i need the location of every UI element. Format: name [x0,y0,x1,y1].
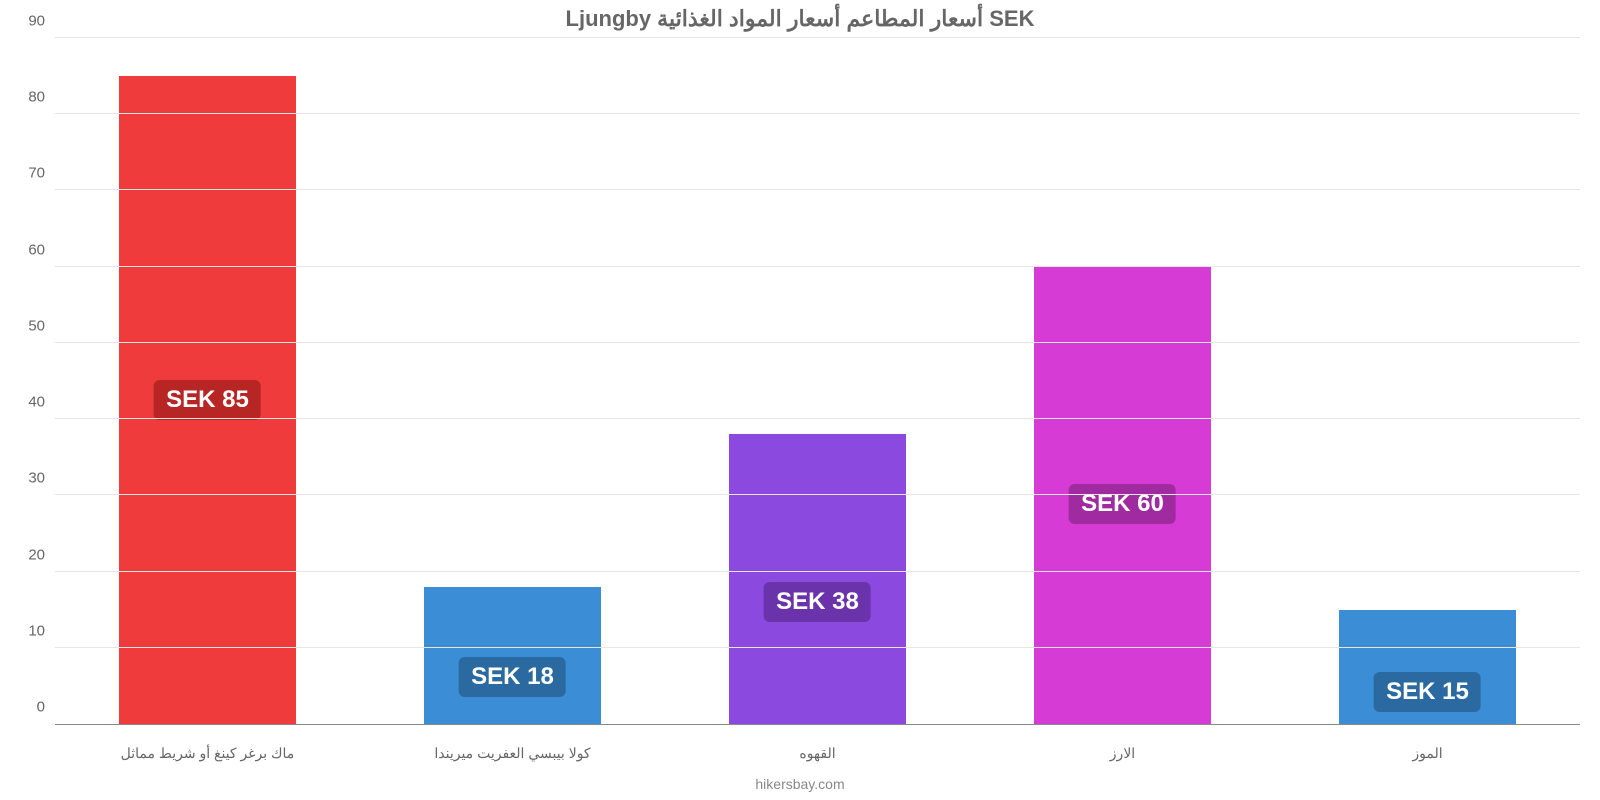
bars-container: SEK 85 SEK 18 SEK 38 SEK 60 SEK 15 [55,38,1580,724]
grid-line [55,494,1580,495]
grid-line [55,189,1580,190]
grid-line [55,571,1580,572]
bar: SEK 15 [1339,610,1516,724]
x-axis-label: الموز [1275,745,1580,762]
value-badge: SEK 85 [154,380,261,420]
x-axis-label: كولا بيبسي العفريت ميريندا [360,745,665,762]
y-tick-label: 60 [28,241,55,258]
y-tick-label: 70 [28,165,55,182]
grid-line [55,37,1580,38]
y-tick-label: 80 [28,89,55,106]
bar-slot: SEK 85 [55,38,360,724]
chart-title: Ljungby أسعار المطاعم أسعار المواد الغذا… [0,6,1600,32]
x-axis-label: الارز [970,745,1275,762]
value-badge: SEK 15 [1374,672,1481,712]
bar: SEK 18 [424,587,601,724]
bar-slot: SEK 60 [970,38,1275,724]
grid-line [55,342,1580,343]
y-tick-label: 20 [28,546,55,563]
y-tick-label: 40 [28,394,55,411]
grid-line [55,266,1580,267]
bar-slot: SEK 38 [665,38,970,724]
y-tick-label: 50 [28,317,55,334]
y-tick-label: 10 [28,622,55,639]
grid-line [55,647,1580,648]
y-tick-label: 90 [28,13,55,30]
value-badge: SEK 60 [1069,484,1176,524]
grid-line [55,113,1580,114]
x-axis-label: القهوه [665,745,970,762]
bar-slot: SEK 18 [360,38,665,724]
price-bar-chart: Ljungby أسعار المطاعم أسعار المواد الغذا… [0,0,1600,800]
value-badge: SEK 38 [764,582,871,622]
y-tick-label: 0 [37,699,55,716]
x-axis-label: ماك برغر كينغ أو شريط مماثل [55,745,360,762]
y-tick-label: 30 [28,470,55,487]
chart-footer: hikersbay.com [0,776,1600,792]
plot-area: SEK 85SEK 18SEK 38SEK 60SEK 15 010203040… [55,38,1580,725]
value-badge: SEK 18 [459,657,566,697]
bar: SEK 85 [119,76,296,724]
grid-line [55,418,1580,419]
bar-slot: SEK 15 [1275,38,1580,724]
x-axis-labels: ماك برغر كينغ أو شريط مماثلكولا بيبسي ال… [55,745,1580,762]
bar: SEK 38 [729,434,906,724]
